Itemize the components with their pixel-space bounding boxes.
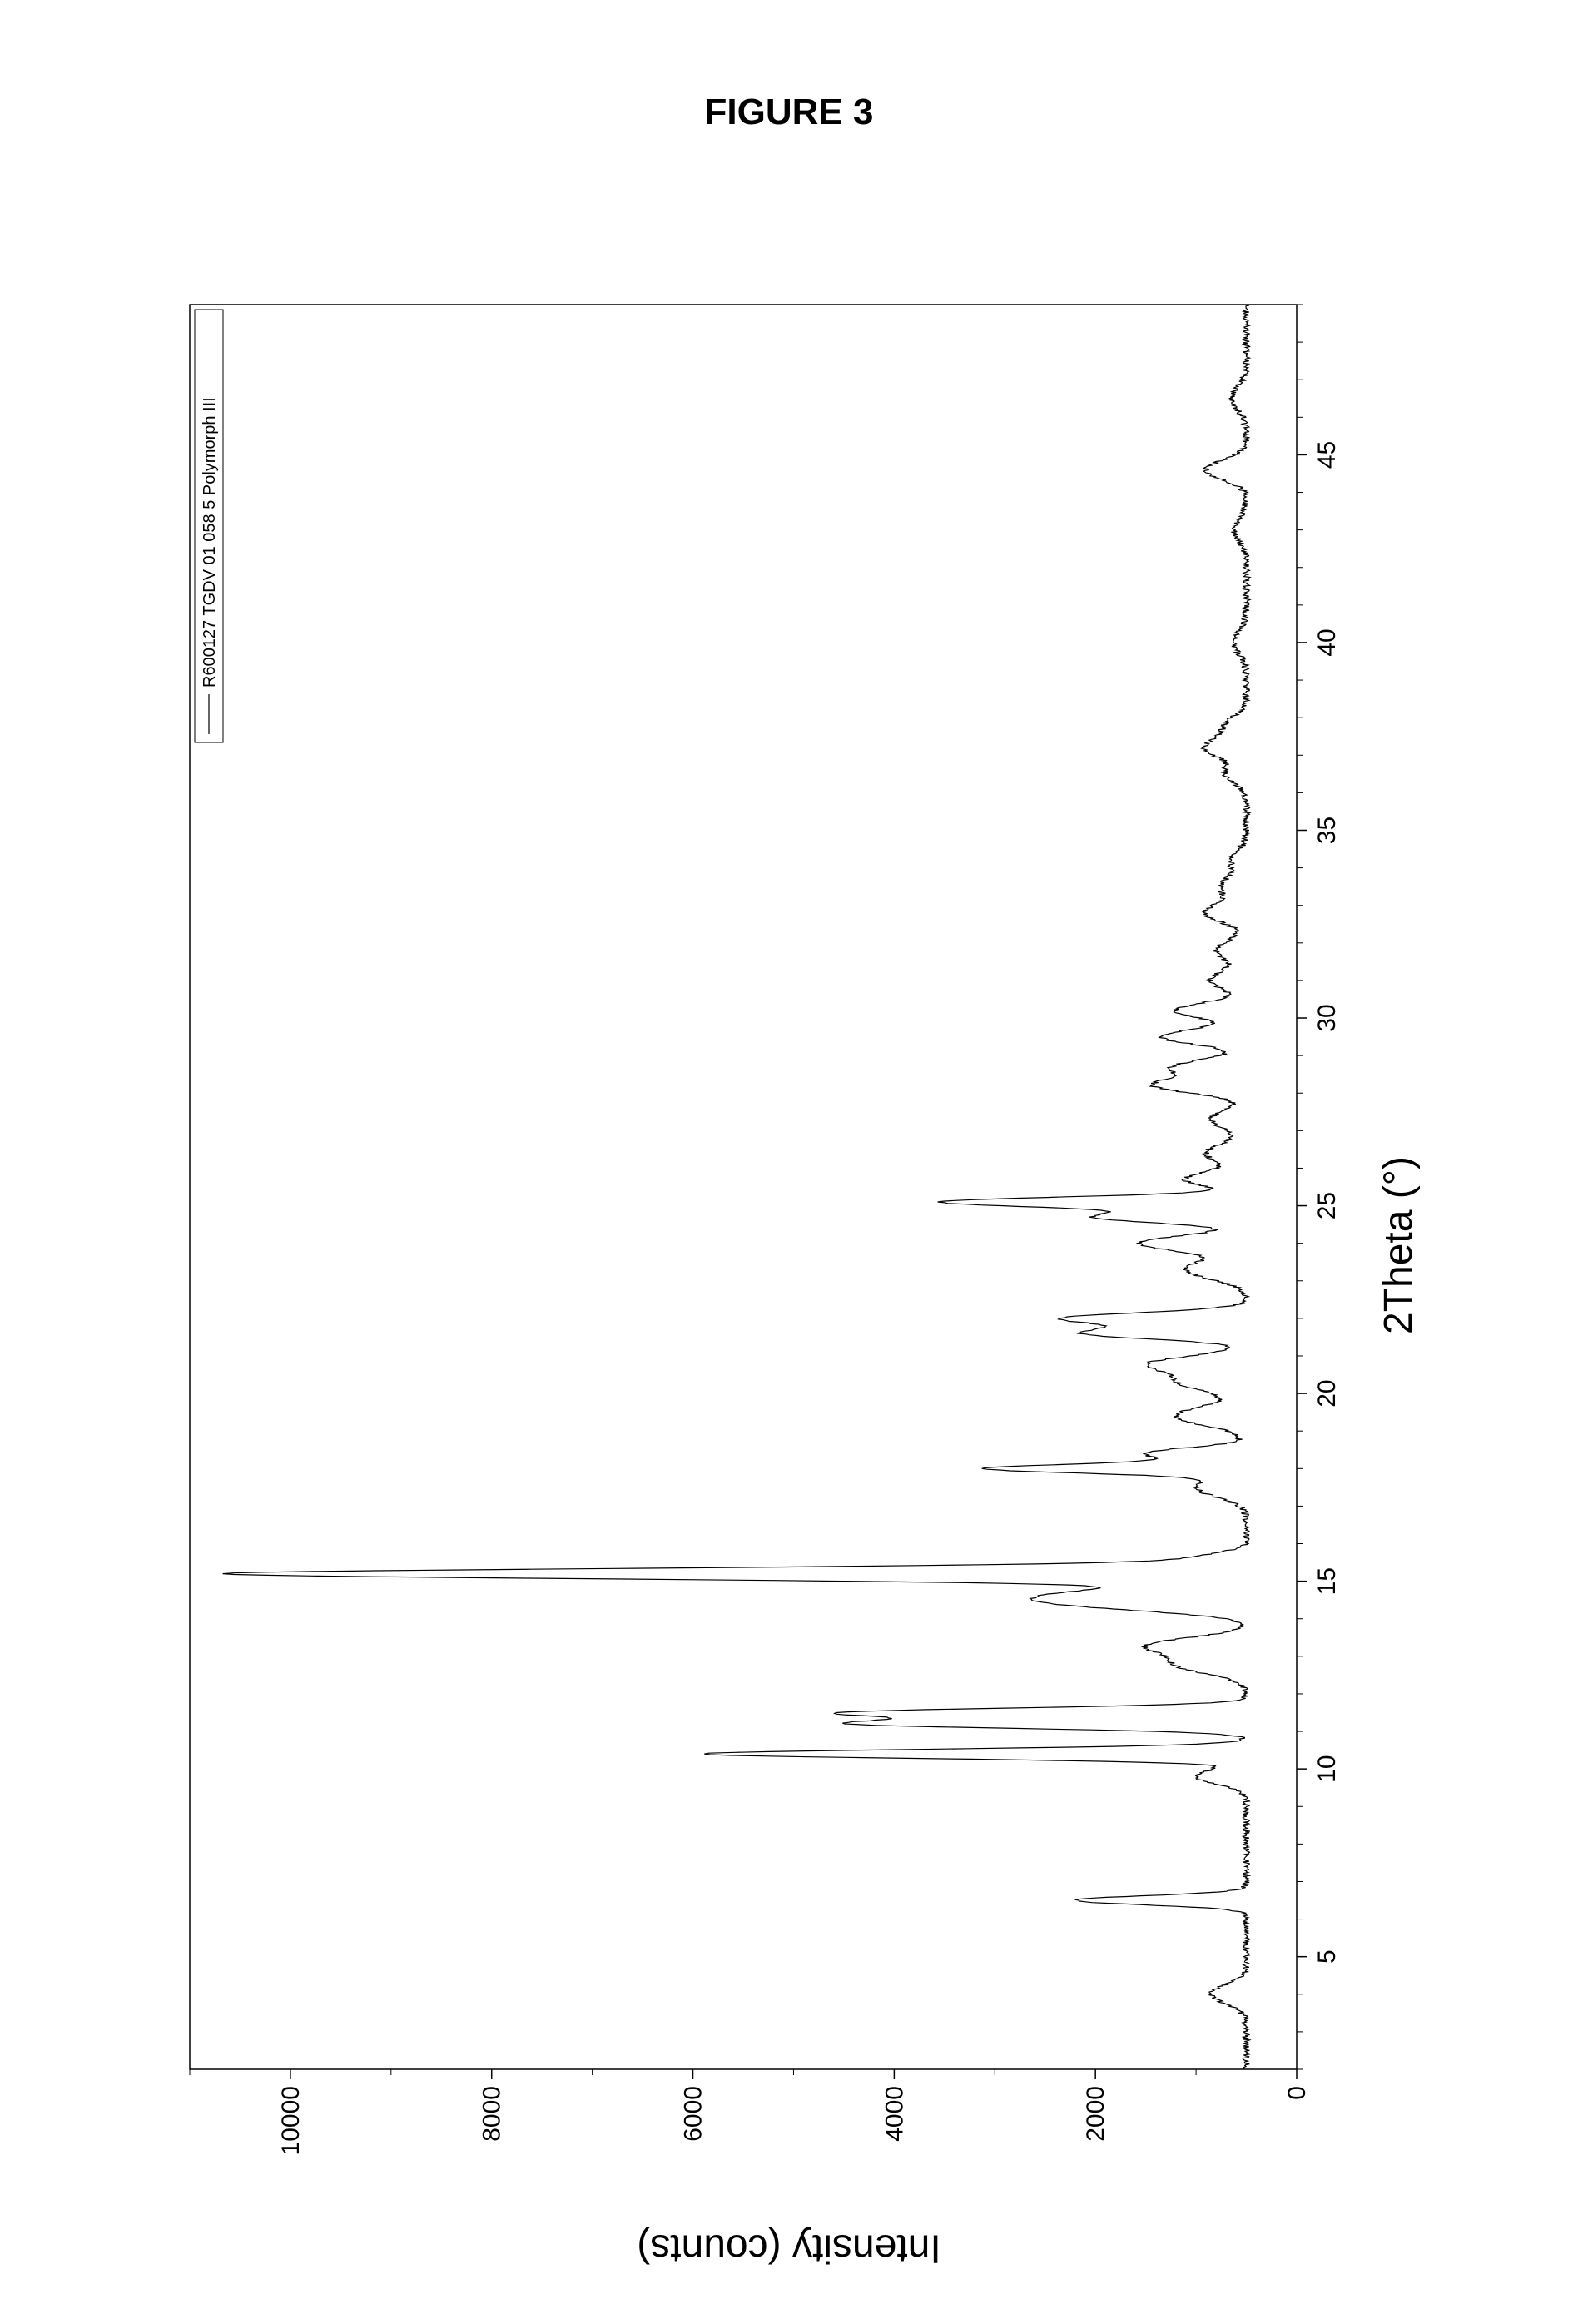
svg-text:10: 10: [1313, 1755, 1341, 1782]
svg-text:10000: 10000: [277, 2086, 305, 2155]
svg-text:45: 45: [1313, 441, 1341, 469]
svg-text:4000: 4000: [881, 2086, 908, 2142]
figure-title: FIGURE 3: [0, 92, 1578, 133]
svg-text:0: 0: [1283, 2086, 1311, 2100]
y-axis-label: Intensity (counts): [637, 2226, 940, 2272]
svg-text:35: 35: [1313, 817, 1341, 844]
svg-text:2000: 2000: [1082, 2086, 1109, 2142]
xrd-chart: 5 10 15 20 25 30 35 40 45 0 2000 4000 6000 8000 10000 R…: [165, 280, 1413, 2211]
svg-text:20: 20: [1313, 1379, 1341, 1407]
page: FIGURE 3 5 10 15 20 25 30 35 40 45 0 2000 4000 6000 8…: [0, 0, 1578, 2324]
svg-text:5: 5: [1313, 1949, 1341, 1964]
x-axis-label: 2Theta (°): [1376, 1156, 1422, 1334]
svg-text:25: 25: [1313, 1192, 1341, 1219]
svg-text:40: 40: [1313, 628, 1341, 656]
svg-text:15: 15: [1313, 1567, 1341, 1595]
svg-text:30: 30: [1313, 1004, 1341, 1031]
chart-rotated-container: 5 10 15 20 25 30 35 40 45 0 2000 4000 6000 8000 10000 R…: [165, 280, 1413, 2211]
chart-container: 5 10 15 20 25 30 35 40 45 0 2000 4000 6000 8000 10000 R…: [165, 280, 1413, 2211]
legend-label: R600127 TGDV 01 058 5 Polymorph III: [201, 397, 219, 688]
svg-text:6000: 6000: [680, 2086, 707, 2142]
svg-text:8000: 8000: [479, 2086, 506, 2142]
